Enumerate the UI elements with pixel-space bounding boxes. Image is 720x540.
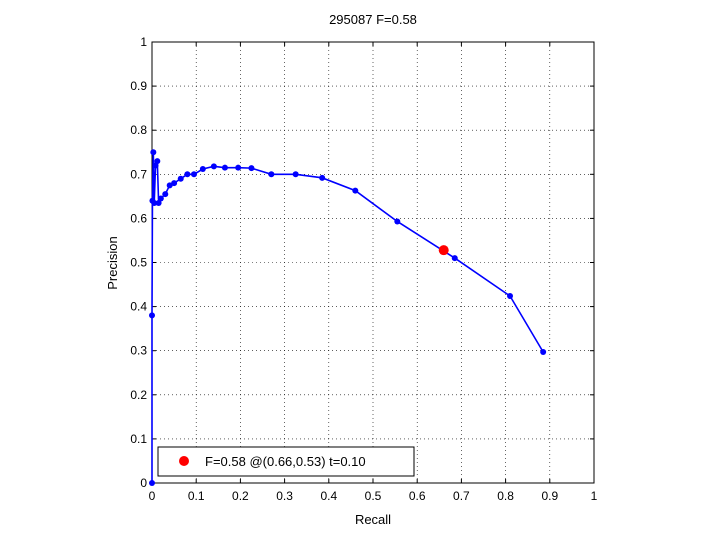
chart-title: 295087 F=0.58	[329, 12, 417, 27]
data-point	[221, 164, 228, 171]
best-f-point	[438, 245, 449, 256]
y-tick-label: 0.8	[130, 123, 147, 137]
x-tick-label: 0.4	[320, 489, 337, 503]
x-tick-label: 0.7	[453, 489, 470, 503]
data-point	[154, 158, 161, 165]
x-tick-label: 0	[149, 489, 156, 503]
x-tick-label: 0.3	[276, 489, 293, 503]
y-tick-label: 0.5	[130, 256, 147, 270]
data-point	[210, 163, 217, 170]
data-point	[319, 174, 326, 181]
data-point	[171, 180, 178, 187]
axis-ticks: 0 0.1 0.2 0.3 0.4 0.5 0.6 0.7 0.8 0.9 1 0 0.1 0.2 0.3 0…	[130, 35, 597, 503]
x-tick-label: 0.5	[365, 489, 382, 503]
data-point	[199, 166, 206, 173]
x-tick-label: 0.1	[188, 489, 205, 503]
x-tick-label: 0.9	[541, 489, 558, 503]
x-tick-label: 1	[591, 489, 598, 503]
legend-label: F=0.58 @(0.66,0.53) t=0.10	[205, 454, 366, 469]
data-point	[507, 293, 514, 300]
data-point	[352, 187, 359, 194]
data-point	[235, 164, 242, 171]
y-tick-label: 0.3	[130, 344, 147, 358]
data-point	[149, 312, 155, 319]
legend-marker	[179, 456, 189, 466]
data-point	[540, 349, 547, 356]
y-tick-label: 0	[140, 476, 147, 490]
y-tick-label: 0.4	[130, 300, 147, 314]
legend: F=0.58 @(0.66,0.53) t=0.10	[157, 446, 415, 477]
data-point	[451, 255, 458, 262]
y-tick-label: 0.1	[130, 432, 147, 446]
y-tick-label: 0.6	[130, 211, 147, 225]
data-point	[166, 182, 173, 189]
data-point	[292, 171, 299, 178]
y-tick-label: 0.9	[130, 79, 147, 93]
y-axis-label: Precision	[105, 236, 120, 289]
x-tick-label: 0.6	[409, 489, 426, 503]
y-tick-label: 0.7	[130, 167, 147, 181]
data-point	[177, 175, 184, 182]
legend-box	[157, 446, 415, 477]
data-point	[149, 480, 155, 486]
data-point	[268, 171, 275, 178]
y-tick-label: 1	[140, 35, 147, 49]
data-point	[248, 165, 255, 172]
data-point	[151, 199, 158, 206]
data-point	[394, 218, 401, 225]
data-point	[157, 195, 164, 202]
y-tick-label: 0.2	[130, 388, 147, 402]
x-tick-label: 0.8	[497, 489, 514, 503]
data-point	[190, 171, 197, 178]
series-line	[151, 152, 544, 483]
data-point	[162, 191, 169, 198]
x-tick-label: 0.2	[232, 489, 249, 503]
data-point	[184, 171, 191, 178]
data-point	[150, 149, 157, 156]
series-layer	[149, 149, 547, 486]
x-axis-label: Recall	[355, 512, 391, 527]
